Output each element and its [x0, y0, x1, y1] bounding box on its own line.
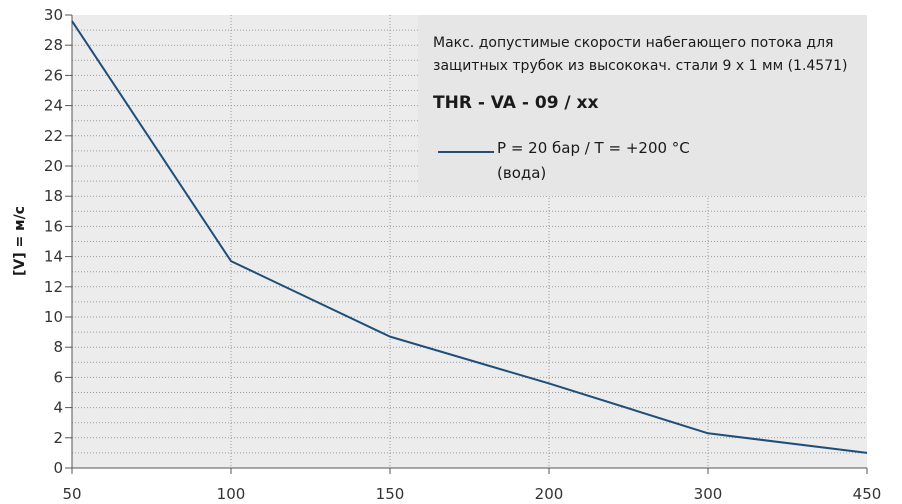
x-tick-label: 150	[376, 485, 405, 503]
y-tick-label: 8	[53, 338, 63, 356]
x-tick-label: 300	[694, 485, 723, 503]
y-tick-label: 16	[44, 217, 63, 235]
y-tick-label: 4	[53, 399, 63, 417]
x-tick-label: 200	[535, 485, 564, 503]
series-layer	[71, 20, 868, 454]
y-tick-label: 22	[44, 127, 63, 145]
y-tick-label: 20	[44, 157, 63, 175]
y-tick-label: 24	[44, 97, 63, 115]
legend-background	[418, 15, 867, 196]
y-tick-label: 14	[44, 248, 63, 266]
y-tick-label: 30	[44, 6, 63, 24]
y-tick-label: 12	[44, 278, 63, 296]
model-code: THR - VA - 09 / xx	[433, 93, 599, 113]
y-tick-label: 6	[53, 368, 63, 386]
y-tick-label: 26	[44, 66, 63, 84]
y-tick-label: 0	[53, 459, 63, 477]
x-tick-label: 450	[853, 485, 882, 503]
x-tick-label: 50	[62, 485, 81, 503]
y-tick-label: 10	[44, 308, 63, 326]
legend-series-label: P = 20 бар / T = +200 °C	[497, 139, 690, 157]
chart-note-line-1: Макс. допустимые скорости набегающего по…	[433, 35, 833, 51]
legend-series-medium: (вода)	[497, 164, 546, 182]
series-line	[71, 20, 868, 454]
legend-box: Макс. допустимые скорости набегающего по…	[418, 15, 867, 196]
x-tick-label: 100	[217, 485, 246, 503]
y-axis-label: [V] = м/с	[12, 206, 28, 276]
y-tick-label: 2	[53, 429, 63, 447]
y-tick-label: 18	[44, 187, 63, 205]
y-tick-label: 28	[44, 36, 63, 54]
chart-note-line-2: защитных трубок из высококач. стали 9 x …	[433, 58, 848, 74]
